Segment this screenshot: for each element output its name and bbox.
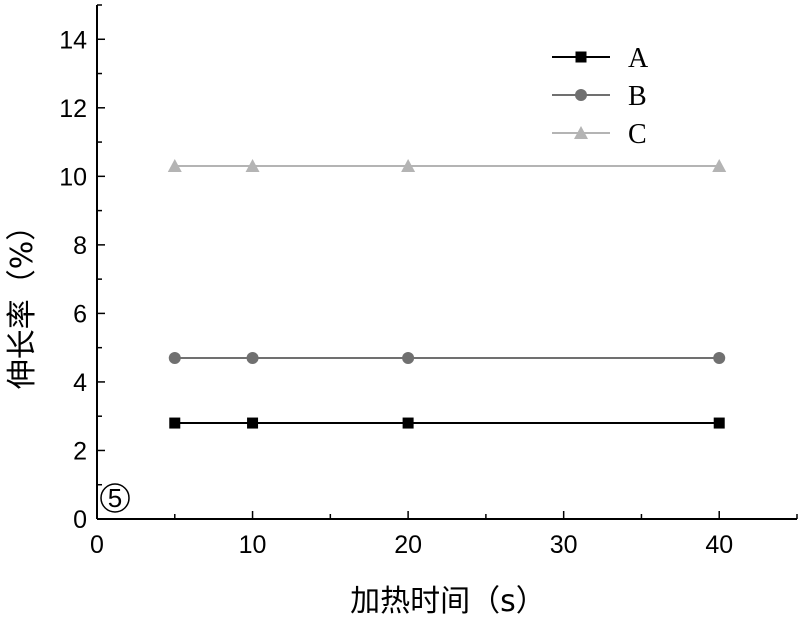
series-a-point <box>713 417 725 429</box>
x-axis-title: 加热时间（s） <box>350 584 546 619</box>
legend-marker-a <box>575 51 587 63</box>
panel-label: 5 <box>108 483 122 513</box>
x-tick-label: 10 <box>239 531 267 559</box>
legend-item-b: B <box>552 81 647 112</box>
legend-label-a: A <box>628 43 649 74</box>
y-tick-label: 10 <box>59 163 87 191</box>
series-a-point <box>247 417 259 429</box>
series-b-point <box>402 351 415 364</box>
legend-item-c: C <box>552 119 647 150</box>
series-b-point <box>168 351 181 364</box>
series-a-point <box>402 417 414 429</box>
series-b <box>168 351 726 364</box>
series-b-point <box>713 351 726 364</box>
series-c-point <box>401 159 416 173</box>
series-c-point <box>167 159 182 173</box>
y-tick-label: 8 <box>73 232 87 260</box>
series-layer <box>167 159 727 429</box>
series-c-point <box>245 159 260 173</box>
labels-layer: 加热时间（s） 伸长率（%） 5 <box>5 211 546 619</box>
legend-label-c: C <box>628 119 647 150</box>
legend-marker-c <box>574 126 588 139</box>
axes: 0 2 4 6 8 10 12 14 0 10 20 30 40 <box>59 4 798 559</box>
x-tick-label: 30 <box>550 531 578 559</box>
y-tick-label: 12 <box>59 95 87 123</box>
y-axis-title: 伸长率（%） <box>5 211 40 390</box>
y-tick-label: 0 <box>73 506 87 534</box>
y-tick-label: 4 <box>73 369 87 397</box>
legend-item-a: A <box>552 43 649 74</box>
legend-marker-b <box>575 89 587 101</box>
legend-label-b: B <box>628 81 647 112</box>
panel-label-circle <box>100 483 130 513</box>
series-a <box>169 417 725 429</box>
series-c <box>167 159 727 173</box>
series-a-point <box>169 417 181 429</box>
x-tick-label: 0 <box>90 531 104 559</box>
y-tick-label: 6 <box>73 300 87 328</box>
y-tick-label: 14 <box>59 26 87 54</box>
x-tick-label: 20 <box>394 531 422 559</box>
y-tick-label: 2 <box>73 437 87 465</box>
series-c-point <box>712 159 727 173</box>
legend: ABC <box>552 43 649 150</box>
series-b-point <box>246 351 259 364</box>
x-tick-label: 40 <box>705 531 733 559</box>
